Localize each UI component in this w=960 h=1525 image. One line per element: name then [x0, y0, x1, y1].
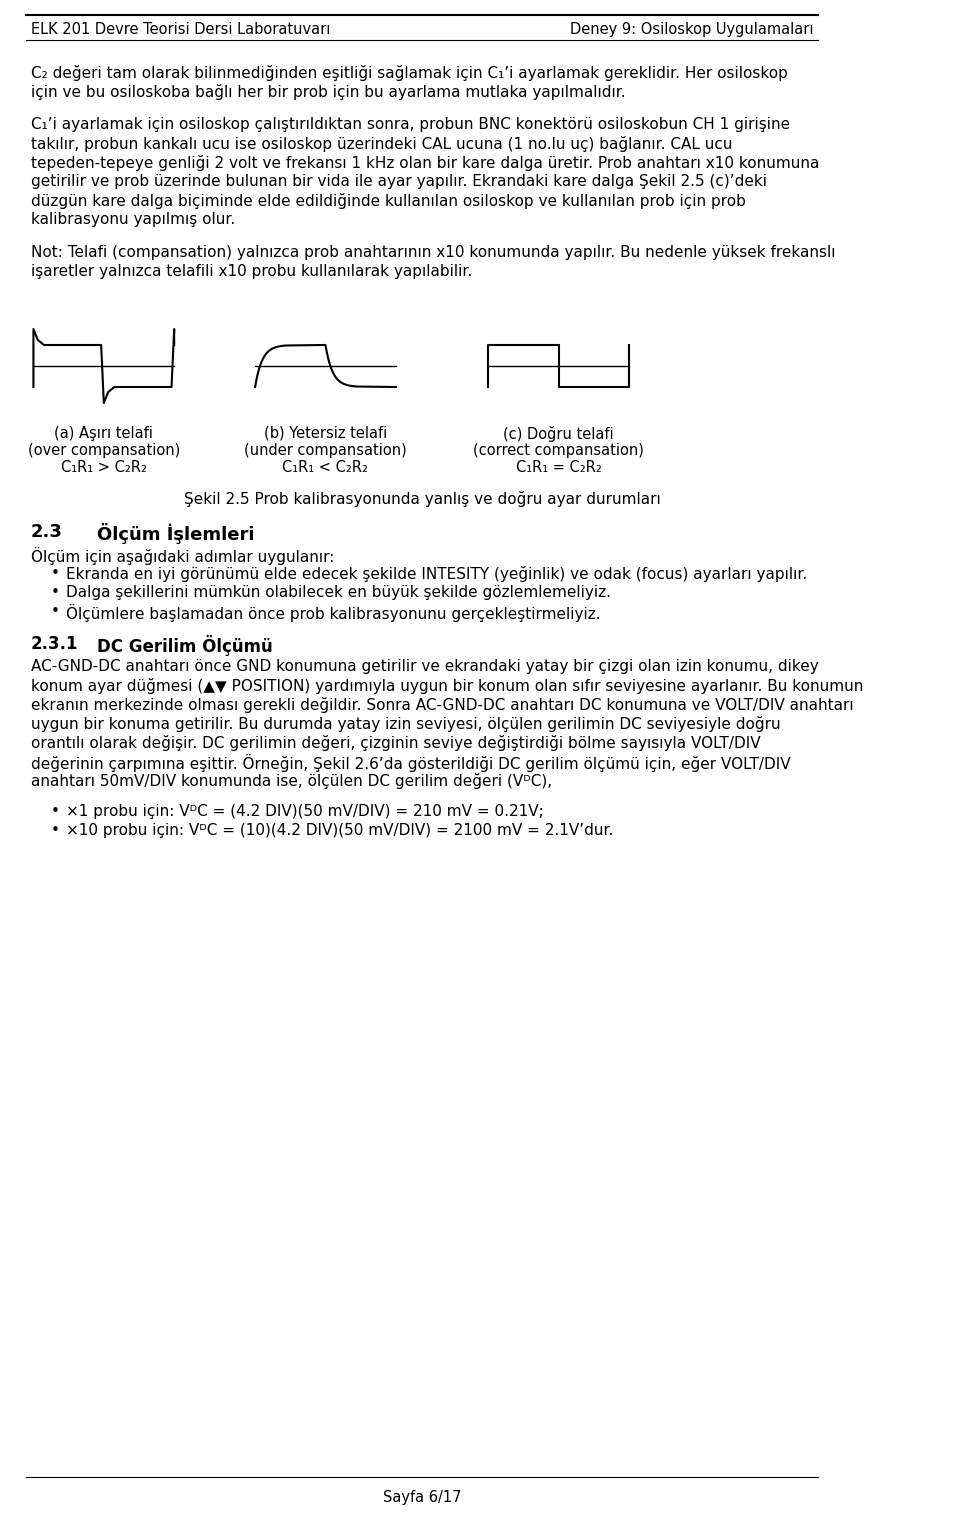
Text: (b) Yetersiz telafi: (b) Yetersiz telafi [264, 425, 387, 441]
Text: değerinin çarpımına eşittir. Örneğin, Şekil 2.6’da gösterildiği DC gerilim ölçüm: değerinin çarpımına eşittir. Örneğin, Şe… [31, 753, 790, 772]
Text: C₂ değeri tam olarak bilinmediğinden eşitliği sağlamak için C₁’i ayarlamak gerek: C₂ değeri tam olarak bilinmediğinden eşi… [31, 66, 787, 81]
Text: getirilir ve prob üzerinde bulunan bir vida ile ayar yapılır. Ekrandaki kare dal: getirilir ve prob üzerinde bulunan bir v… [31, 174, 767, 189]
Text: •: • [51, 566, 60, 581]
Text: Dalga şekillerini mümkün olabilecek en büyük şekilde gözlemlemeliyiz.: Dalga şekillerini mümkün olabilecek en b… [66, 586, 611, 599]
Text: •: • [51, 824, 60, 839]
Text: kalibrasyonu yapılmış olur.: kalibrasyonu yapılmış olur. [31, 212, 235, 227]
Text: Ölçüm için aşağıdaki adımlar uygulanır:: Ölçüm için aşağıdaki adımlar uygulanır: [31, 547, 334, 566]
Text: Not: Telafi (compansation) yalnızca prob anahtarının x10 konumunda yapılır. Bu n: Not: Telafi (compansation) yalnızca prob… [31, 246, 835, 259]
Text: orantılı olarak değişir. DC gerilimin değeri, çizginin seviye değiştirdiği bölme: orantılı olarak değişir. DC gerilimin de… [31, 735, 760, 750]
Text: C₁R₁ < C₂R₂: C₁R₁ < C₂R₂ [282, 461, 369, 474]
Text: 2.3: 2.3 [31, 523, 62, 541]
Text: (correct compansation): (correct compansation) [473, 442, 644, 457]
Text: ×1 probu için: VᴰC = (4.2 DIV)(50 mV/DIV) = 210 mV = 0.21V;: ×1 probu için: VᴰC = (4.2 DIV)(50 mV/DIV… [66, 804, 543, 819]
Text: ekranın merkezinde olması gerekli değildir. Sonra AC-GND-DC anahtarı DC konumuna: ekranın merkezinde olması gerekli değild… [31, 697, 853, 714]
Text: (a) Aşırı telafi: (a) Aşırı telafi [55, 425, 154, 441]
Text: konum ayar düğmesi (▲▼ POSITION) yardımıyla uygun bir konum olan sıfır seviyesin: konum ayar düğmesi (▲▼ POSITION) yardımı… [31, 679, 863, 694]
Text: DC Gerilim Ölçümü: DC Gerilim Ölçümü [97, 634, 273, 656]
Text: anahtarı 50mV/DIV konumunda ise, ölçülen DC gerilim değeri (VᴰC),: anahtarı 50mV/DIV konumunda ise, ölçülen… [31, 773, 552, 788]
Text: Deney 9: Osiloskop Uygulamaları: Deney 9: Osiloskop Uygulamaları [570, 21, 814, 37]
Text: •: • [51, 586, 60, 599]
Text: Ölçüm İşlemleri: Ölçüm İşlemleri [97, 523, 254, 544]
Text: tepeden-tepeye genliği 2 volt ve frekansı 1 kHz olan bir kare dalga üretir. Prob: tepeden-tepeye genliği 2 volt ve frekans… [31, 156, 819, 171]
Text: C₁’i ayarlamak için osiloskop çalıştırıldıktan sonra, probun BNC konektörü osilo: C₁’i ayarlamak için osiloskop çalıştırıl… [31, 117, 790, 133]
Text: Şekil 2.5 Prob kalibrasyonunda yanlış ve doğru ayar durumları: Şekil 2.5 Prob kalibrasyonunda yanlış ve… [184, 491, 660, 506]
Text: takılır, probun kankalı ucu ise osiloskop üzerindeki CAL ucuna (1 no.lu uç) bağl: takılır, probun kankalı ucu ise osilosko… [31, 136, 732, 152]
Text: Ölçümlere başlamadan önce prob kalibrasyonunu gerçekleştirmeliyiz.: Ölçümlere başlamadan önce prob kalibrasy… [66, 604, 601, 622]
Text: •: • [51, 604, 60, 619]
Text: •: • [51, 804, 60, 819]
Text: AC-GND-DC anahtarı önce GND konumuna getirilir ve ekrandaki yatay bir çizgi olan: AC-GND-DC anahtarı önce GND konumuna get… [31, 659, 819, 674]
Text: için ve bu osiloskoba bağlı her bir prob için bu ayarlama mutlaka yapılmalıdır.: için ve bu osiloskoba bağlı her bir prob… [31, 84, 625, 101]
Text: (over compansation): (over compansation) [28, 442, 180, 457]
Text: C₁R₁ = C₂R₂: C₁R₁ = C₂R₂ [516, 461, 602, 474]
Text: (c) Doğru telafi: (c) Doğru telafi [503, 425, 613, 442]
Text: Sayfa 6/17: Sayfa 6/17 [383, 1490, 462, 1505]
Text: uygun bir konuma getirilir. Bu durumda yatay izin seviyesi, ölçülen gerilimin DC: uygun bir konuma getirilir. Bu durumda y… [31, 717, 780, 732]
Text: ×10 probu için: VᴰC = (10)(4.2 DIV)(50 mV/DIV) = 2100 mV = 2.1V’dur.: ×10 probu için: VᴰC = (10)(4.2 DIV)(50 m… [66, 824, 613, 839]
Text: düzgün kare dalga biçiminde elde edildiğinde kullanılan osiloskop ve kullanılan : düzgün kare dalga biçiminde elde edildiğ… [31, 194, 746, 209]
Text: 2.3.1: 2.3.1 [31, 634, 79, 653]
Text: (under compansation): (under compansation) [244, 442, 407, 457]
Text: Ekranda en iyi görünümü elde edecek şekilde INTESITY (yeğinlik) ve odak (focus) : Ekranda en iyi görünümü elde edecek şeki… [66, 566, 807, 583]
Text: ELK 201 Devre Teorisi Dersi Laboratuvarı: ELK 201 Devre Teorisi Dersi Laboratuvarı [31, 21, 330, 37]
Text: işaretler yalnızca telafili x10 probu kullanılarak yapılabilir.: işaretler yalnızca telafili x10 probu ku… [31, 264, 472, 279]
Text: C₁R₁ > C₂R₂: C₁R₁ > C₂R₂ [60, 461, 147, 474]
